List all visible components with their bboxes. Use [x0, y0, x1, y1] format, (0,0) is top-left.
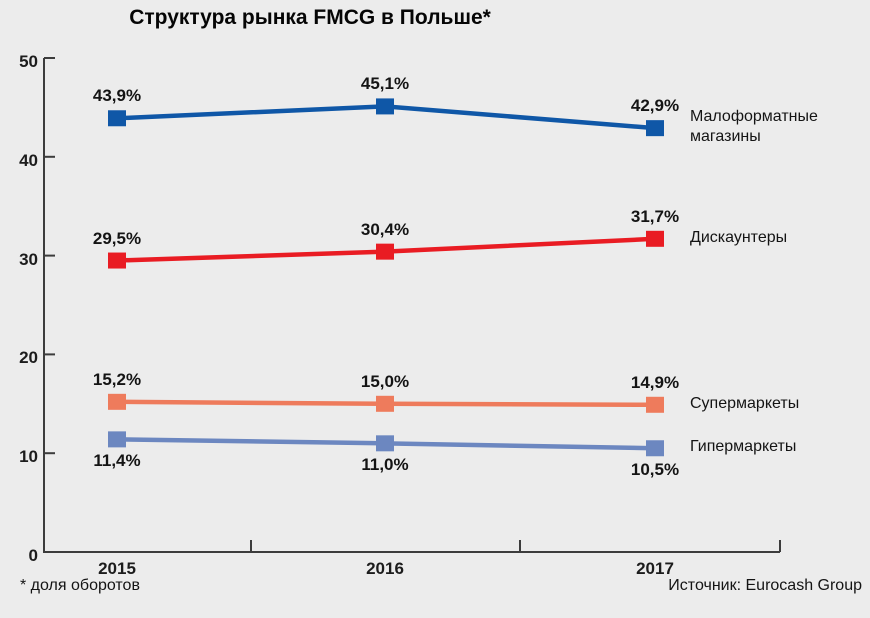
legend-label-line: Малоформатные: [690, 108, 818, 126]
series-marker-4: [646, 440, 664, 457]
series-marker-1: [646, 120, 664, 137]
series-marker-3: [108, 393, 126, 410]
data-label: 14,9%: [630, 372, 680, 392]
series-marker-1: [376, 98, 394, 115]
series-marker-1: [108, 110, 126, 127]
series-marker-4: [376, 435, 394, 452]
chart-title: Структура рынка FMCG в Польше*: [129, 6, 491, 29]
x-axis-label: 2015: [98, 559, 136, 578]
x-axis-label: 2016: [366, 559, 404, 578]
data-label: 11,4%: [93, 451, 141, 471]
y-axis-label: 30: [19, 249, 38, 269]
legend-label-line: Супермаркеты: [690, 394, 800, 412]
data-label: 45,1%: [360, 74, 410, 94]
footnote: * доля оборотов: [20, 577, 140, 594]
data-label: 15,2%: [92, 369, 142, 389]
legend-label: Гипермаркеты: [690, 437, 796, 457]
legend-label: Дискаунтеры: [690, 228, 787, 248]
series-marker-3: [646, 396, 664, 413]
legend-label-line: Дискаунтеры: [690, 228, 788, 246]
series-marker-4: [108, 431, 126, 448]
source-credit: Источник: Eurocash Group: [668, 577, 862, 594]
legend-label: Малоформатные магазины: [690, 107, 818, 147]
y-axis-label: 10: [19, 447, 38, 467]
series-marker-2: [108, 252, 126, 269]
data-label: 29,5%: [92, 228, 142, 248]
series-marker-2: [376, 243, 394, 260]
y-axis-label: 0: [28, 546, 38, 565]
legend-label-line: Гипермаркеты: [690, 438, 797, 456]
data-label: 42,9%: [630, 96, 680, 116]
data-label: 11,0%: [361, 455, 409, 475]
y-axis-label: 50: [19, 52, 38, 71]
data-label: 43,9%: [92, 86, 142, 106]
data-label: 30,4%: [360, 219, 410, 239]
series-marker-2: [646, 230, 664, 247]
x-axis-label: 2017: [636, 559, 674, 578]
y-axis-label: 40: [19, 150, 38, 170]
data-label: 31,7%: [630, 206, 680, 226]
series-marker-3: [376, 395, 394, 412]
data-label: 15,0%: [360, 371, 410, 391]
legend-label-line: магазины: [690, 128, 761, 146]
legend-label: Супермаркеты: [690, 394, 799, 414]
y-axis-label: 20: [19, 348, 38, 368]
data-label: 10,5%: [630, 460, 680, 480]
